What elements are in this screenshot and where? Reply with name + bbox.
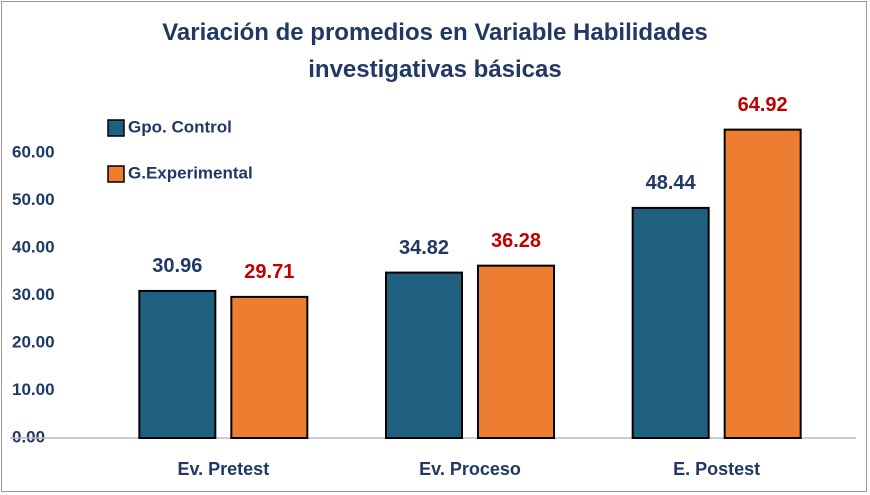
bar [723,128,802,439]
legend-label: G.Experimental [128,163,253,182]
y-tick-label: 10.00 [12,380,55,399]
chart-title: Variación de promedios en Variable Habil… [162,19,708,83]
value-label: 30.96 [152,255,202,277]
value-label: 29.71 [244,261,294,283]
y-tick-label: 30.00 [12,285,55,304]
bar [230,295,309,439]
y-tick-label: 60.00 [12,142,55,161]
bar [477,264,555,440]
y-tick-label: 0.00 [12,427,45,446]
value-label: 48.44 [646,172,697,194]
legend-swatch [107,119,125,137]
bar [138,289,217,439]
bar [385,271,463,440]
y-tick-label: 20.00 [12,332,55,351]
legend-label: Gpo. Control [128,117,232,136]
value-label: 34.82 [399,237,449,259]
value-label: 64.92 [738,94,788,116]
bar [631,206,710,439]
legend-swatch [107,165,125,183]
x-tick-label: Ev. Pretest [177,459,269,479]
y-tick-label: 50.00 [12,190,55,209]
y-tick-label: 40.00 [12,237,55,256]
x-tick-label: Ev. Proceso [419,459,521,479]
x-tick-label: E. Postest [673,459,760,479]
value-label: 36.28 [491,230,541,252]
